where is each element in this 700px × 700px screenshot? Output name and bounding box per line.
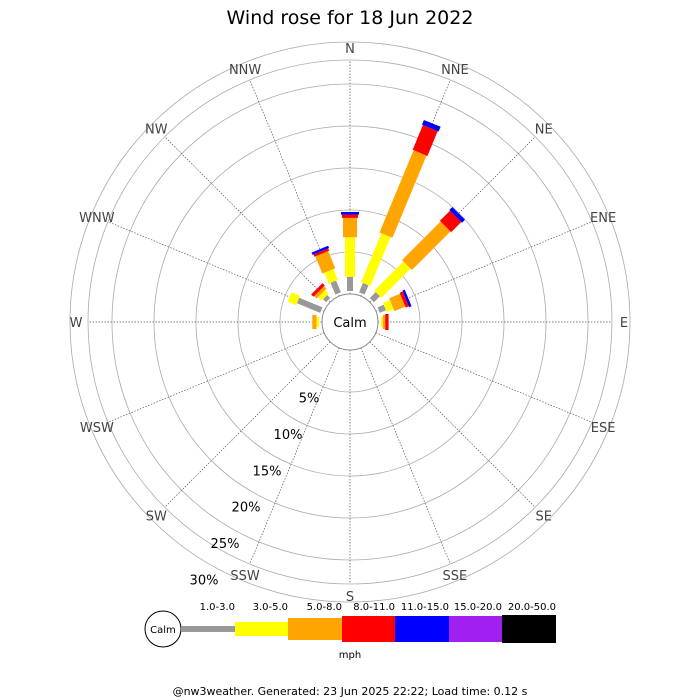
- legend-label-11.0-15.0: 11.0-15.0: [401, 602, 449, 613]
- bar-nnw-11.0-15.0: [311, 245, 330, 255]
- legend-label-1.0-3.0: 1.0-3.0: [200, 602, 235, 613]
- bar-ene-1.0-3.0: [377, 304, 386, 313]
- bar-wnw-3.0-5.0: [287, 292, 300, 306]
- legend-swatch-11.0-15.0: [395, 616, 449, 642]
- bar-n-8.0-11.0: [342, 214, 358, 218]
- bar-ne-8.0-11.0: [439, 210, 462, 233]
- percent-label-15: 15%: [253, 464, 282, 479]
- bar-e-5.0-8.0: [382, 315, 386, 329]
- bar-nw-1.0-3.0: [323, 295, 331, 303]
- bar-e-3.0-5.0: [381, 317, 383, 327]
- bar-ene-5.0-8.0: [389, 293, 406, 312]
- bar-e-8.0-11.0: [385, 314, 389, 330]
- bar-nne-11.0-15.0: [422, 120, 441, 132]
- bar-n-5.0-8.0: [343, 217, 357, 238]
- percent-label-10: 10%: [274, 428, 303, 443]
- bar-ne-5.0-8.0: [402, 221, 451, 270]
- bar-w-3.0-5.0: [316, 317, 319, 327]
- direction-label-wsw: WSW: [80, 421, 114, 436]
- legend-swatch-3.0-5.0: [235, 622, 288, 636]
- spoke-wnw: [107, 221, 325, 312]
- bar-nne-5.0-8.0: [379, 150, 427, 238]
- spoke-ssw: [249, 347, 340, 565]
- footer-text: @nw3weather. Generated: 23 Jun 2025 22:2…: [173, 685, 528, 698]
- percent-label-20: 20%: [232, 501, 261, 516]
- bar-ene-11.0-15.0: [402, 289, 412, 308]
- bar-n-3.0-5.0: [345, 237, 355, 277]
- bar-nnw-8.0-11.0: [313, 248, 330, 257]
- bar-ne-11.0-15.0: [449, 207, 465, 223]
- bar-ene-8.0-11.0: [399, 291, 409, 308]
- legend-label-8.0-11.0: 8.0-11.0: [353, 602, 395, 613]
- bar-ne-3.0-5.0: [374, 261, 411, 298]
- direction-label-nne: NNE: [441, 63, 469, 78]
- legend-label-3.0-5.0: 3.0-5.0: [253, 602, 288, 613]
- bar-nw-5.0-8.0: [314, 286, 327, 299]
- bar-wnw-1.0-3.0: [296, 297, 323, 313]
- direction-label-wnw: WNW: [79, 211, 115, 226]
- direction-label-nnw: NNW: [229, 63, 261, 78]
- direction-label-ne: NE: [535, 122, 553, 137]
- bar-w-5.0-8.0: [312, 315, 317, 329]
- spoke-ese: [375, 332, 593, 423]
- bar-nne-8.0-11.0: [412, 125, 438, 156]
- legend-label-5.0-8.0: 5.0-8.0: [307, 602, 342, 613]
- direction-label-ssw: SSW: [230, 569, 260, 584]
- calm-circle: Calm: [321, 293, 379, 351]
- legend-label-15.0-20.0: 15.0-20.0: [454, 602, 502, 613]
- legend-swatch-15.0-20.0: [449, 616, 502, 642]
- direction-label-sw: SW: [146, 510, 167, 525]
- legend-swatch-20.0-50.0: [502, 615, 556, 643]
- direction-labels: N NNE NE ENE E ESE SE SSE S SSW SW WSW W WNW NW NNW: [70, 42, 629, 605]
- rose-bars: [287, 120, 465, 330]
- legend-swatch-5.0-8.0: [288, 618, 342, 640]
- spoke-ene: [375, 221, 593, 312]
- percent-label-30: 30%: [190, 574, 219, 589]
- percent-label-25: 25%: [211, 537, 240, 552]
- bar-nw-8.0-11.0: [311, 283, 325, 297]
- chart-title: Wind rose for 18 Jun 2022: [227, 7, 474, 29]
- bar-nnw-1.0-3.0: [330, 280, 341, 295]
- direction-label-s: S: [346, 590, 354, 605]
- calm-label: Calm: [333, 316, 366, 331]
- direction-spokes: [88, 60, 612, 584]
- spoke-sw: [164, 341, 331, 508]
- spoke-wsw: [107, 332, 325, 423]
- bar-nne-1.0-3.0: [359, 282, 369, 295]
- bar-nne-3.0-5.0: [361, 233, 391, 286]
- direction-label-n: N: [345, 42, 355, 57]
- spoke-sse: [360, 347, 451, 565]
- ring-30: [69, 41, 631, 603]
- spoke-se: [369, 341, 536, 508]
- legend-swatch-8.0-11.0: [342, 616, 395, 642]
- bar-nw-3.0-5.0: [318, 290, 329, 301]
- direction-label-sse: SSE: [443, 569, 468, 584]
- legend: Calm 1.0-3.0 3.0-5.0 5.0-8.0 8.0-11.0 11.0-1…: [144, 602, 556, 661]
- direction-label-w: W: [70, 316, 83, 331]
- direction-label-e: E: [620, 316, 628, 331]
- percent-labels: 5% 10% 15% 20% 25% 30%: [190, 392, 320, 589]
- percent-label-5: 5%: [299, 392, 320, 407]
- bar-n-11.0-15.0: [341, 212, 359, 215]
- bar-n-1.0-3.0: [347, 276, 353, 291]
- direction-label-ene: ENE: [590, 211, 616, 226]
- legend-swatch-1.0-3.0: [181, 626, 235, 632]
- direction-label-nw: NW: [145, 122, 168, 137]
- calm-circle-shape: [321, 293, 379, 351]
- direction-label-ese: ESE: [591, 421, 616, 436]
- legend-calm-label: Calm: [150, 625, 176, 636]
- direction-label-se: SE: [535, 510, 551, 525]
- legend-unit: mph: [339, 650, 361, 661]
- bar-nnw-5.0-8.0: [315, 251, 336, 274]
- spoke-nw: [164, 136, 331, 303]
- legend-label-20.0-50.0: 20.0-50.0: [508, 602, 556, 613]
- bar-ene-3.0-5.0: [382, 300, 394, 313]
- bar-nnw-3.0-5.0: [324, 268, 338, 284]
- ring-outer: [87, 59, 613, 585]
- bar-ne-1.0-3.0: [369, 292, 380, 303]
